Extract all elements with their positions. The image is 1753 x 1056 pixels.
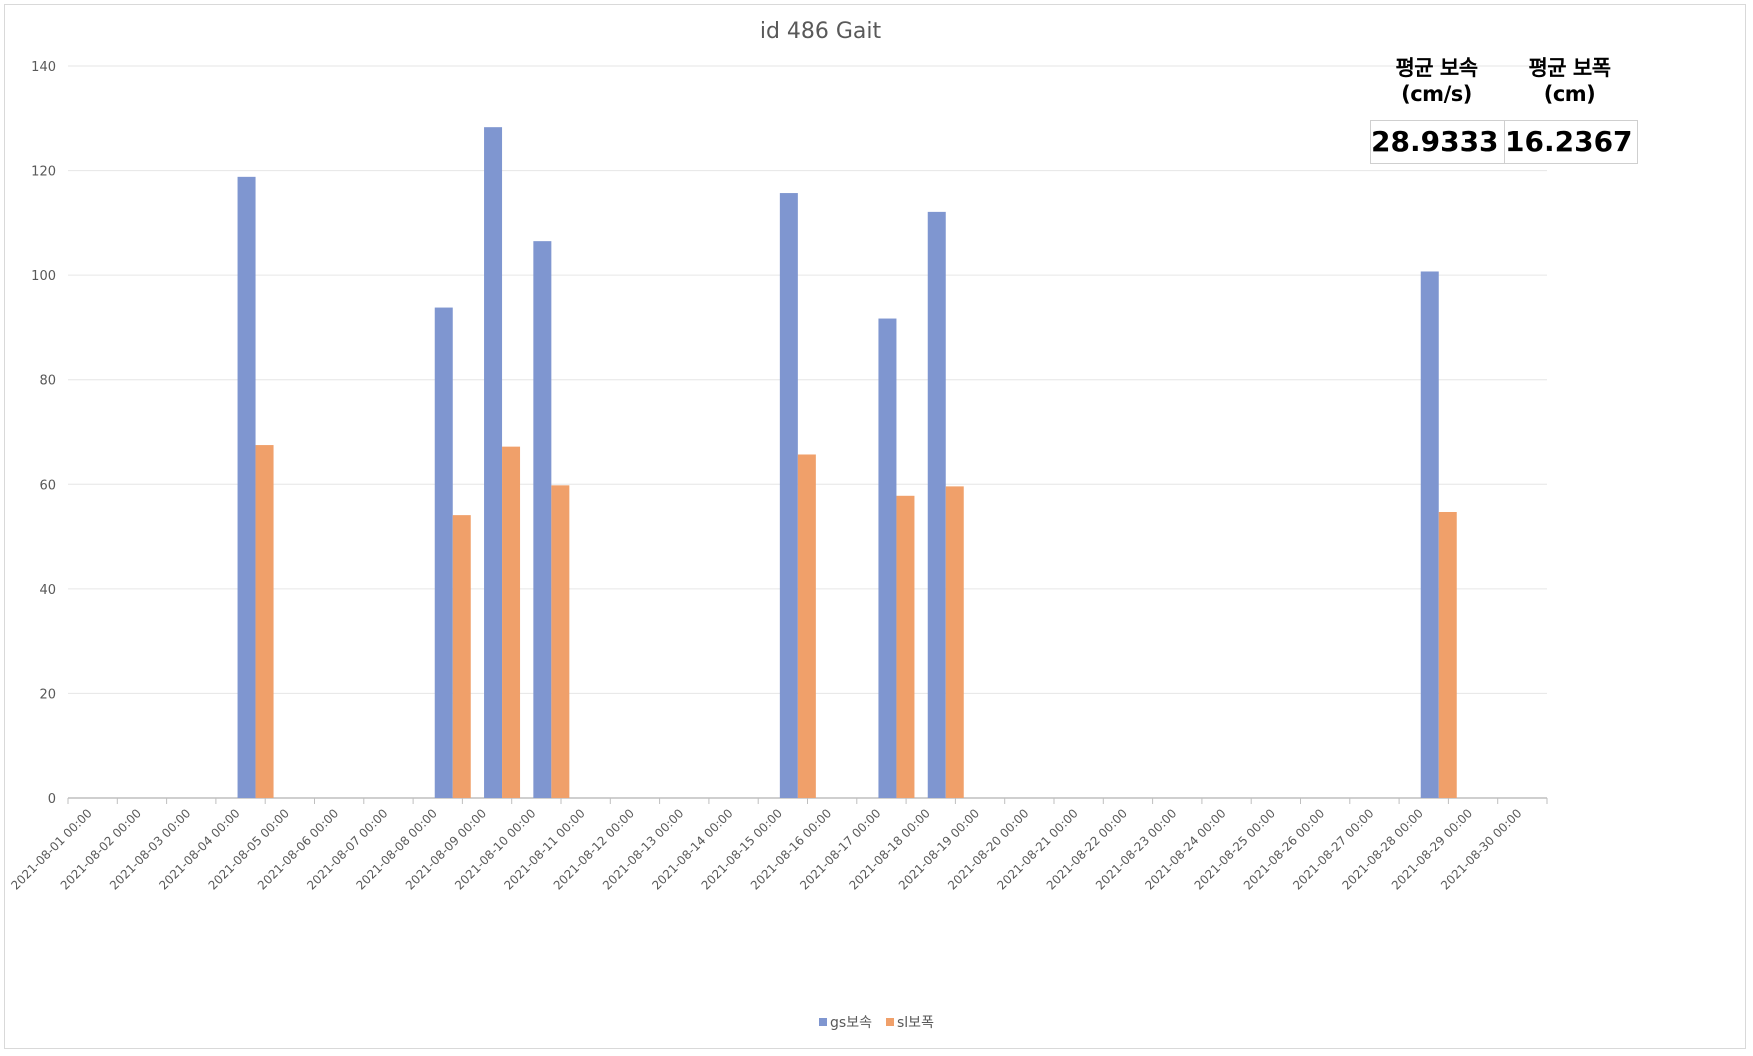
legend-swatch-speed (819, 1018, 828, 1026)
legend-item-stride: sl보폭 (886, 1012, 934, 1032)
bar-sl-stride (896, 495, 915, 798)
legend-item-speed: gs보속 (819, 1012, 872, 1032)
legend-label-speed: gs보속 (830, 1015, 872, 1031)
avg-speed-value: 28.9333 (1371, 125, 1499, 158)
legend-label-stride: sl보폭 (897, 1015, 934, 1031)
bar-sl-stride (945, 486, 964, 798)
legend-swatch-stride (886, 1018, 894, 1026)
bar-gs-speed (434, 307, 453, 798)
chart-legend: gs보속 sl보폭 (0, 1012, 1753, 1032)
bar-gs-speed (878, 318, 897, 798)
bar-sl-stride (551, 485, 570, 798)
bar-sl-stride (797, 454, 816, 798)
bar-gs-speed (779, 193, 798, 798)
bar-gs-speed (237, 176, 256, 799)
y-tick-label: 80 (39, 374, 56, 389)
avg-stride-header: 평균 보폭(cm) (1528, 56, 1611, 106)
bar-gs-speed (927, 211, 946, 798)
bar-sl-stride (452, 515, 471, 798)
y-tick-label: 60 (39, 478, 56, 493)
bar-gs-speed (533, 241, 552, 798)
avg-speed-header: 평균 보속(cm/s) (1395, 56, 1478, 106)
average-stats-table: 평균 보속(cm/s) 평균 보폭(cm) 28.9333 16.2367 (1370, 52, 1640, 164)
bar-gs-speed (1420, 271, 1439, 798)
y-tick-label: 20 (39, 687, 56, 702)
bar-sl-stride (255, 445, 274, 798)
x-tick-label: 2021-08-01 00:00 (8, 806, 94, 892)
bar-sl-stride (1438, 511, 1457, 798)
bar-gs-speed (484, 127, 503, 798)
y-tick-label: 140 (31, 60, 56, 75)
y-tick-label: 40 (39, 583, 56, 598)
y-tick-label: 120 (31, 165, 56, 180)
avg-stride-value: 16.2367 (1504, 121, 1637, 163)
y-tick-label: 0 (48, 792, 56, 807)
chart-title: id 486 Gait (760, 19, 882, 44)
y-tick-label: 100 (31, 269, 56, 284)
bar-sl-stride (502, 446, 521, 798)
